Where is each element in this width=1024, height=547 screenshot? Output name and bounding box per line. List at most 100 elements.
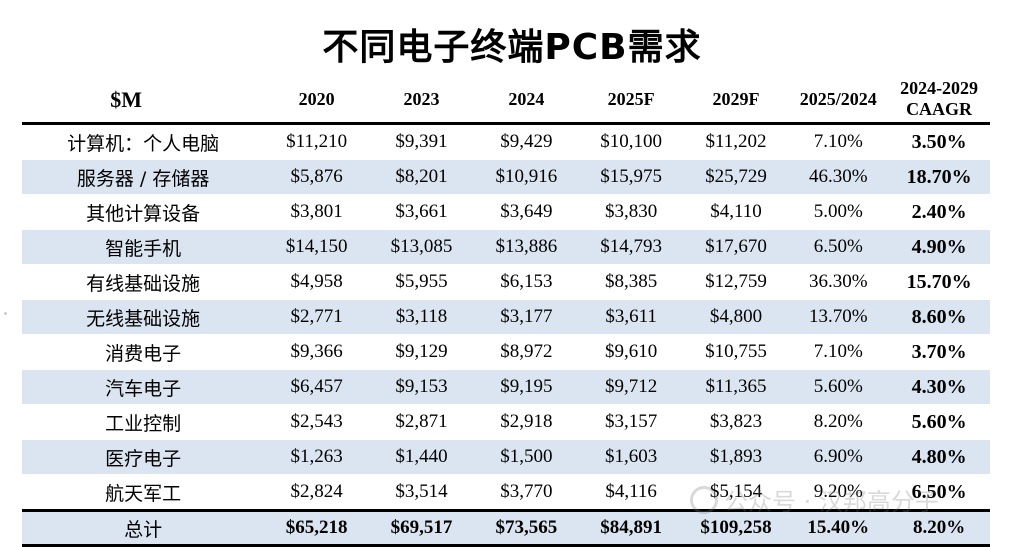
row-label: 航天军工 bbox=[105, 482, 182, 505]
value-cell: $3,661 bbox=[395, 201, 448, 222]
header-cell: 2025F bbox=[607, 88, 655, 109]
row-label: 医疗电子 bbox=[22, 439, 265, 475]
value-cell: $3,801 bbox=[290, 201, 343, 222]
cagr-cell: 4.90% bbox=[888, 229, 990, 265]
cagr-cell: 4.30% bbox=[888, 369, 990, 405]
value-cell: $3,830 bbox=[605, 201, 658, 222]
value-cell: $14,150 bbox=[264, 229, 370, 265]
value-cell: $13,085 bbox=[369, 229, 474, 265]
stray-dot bbox=[4, 312, 7, 315]
table-row: 智能手机 $14,150 $13,085 $13,886 $14,793 $17,670 6… bbox=[22, 229, 990, 265]
value-cell: $25,729 bbox=[683, 159, 789, 195]
value-cell: $1,893 bbox=[683, 439, 789, 475]
value-cell: $4,116 bbox=[605, 481, 657, 502]
row-label: 服务器 / 存储器 bbox=[22, 159, 265, 195]
value-cell: $5,154 bbox=[709, 481, 763, 502]
table-row: 工业控制 $2,543 $2,871 $2,918 $3,157 $3,823 8.20% 5… bbox=[22, 404, 990, 440]
value-cell: $10,100 bbox=[600, 131, 663, 152]
value-cell: $2,871 bbox=[395, 411, 448, 432]
table-title: 不同电子终端PCB需求 bbox=[322, 27, 702, 68]
value-cell: 13.70% bbox=[788, 299, 889, 335]
value-cell: $1,603 bbox=[578, 439, 684, 475]
value-cell: 46.30% bbox=[788, 159, 889, 195]
value-cell: $1,500 bbox=[473, 439, 579, 475]
value-cell: $5,876 bbox=[264, 159, 370, 195]
watermark-text: 公众号 · 汉邦高分子 bbox=[724, 488, 939, 516]
value-cell: $9,153 bbox=[369, 369, 474, 405]
value-cell: 8.20% bbox=[813, 411, 863, 432]
value-cell: 5.60% bbox=[788, 369, 889, 405]
value-cell: $3,157 bbox=[605, 411, 658, 432]
value-cell: 7.10% bbox=[813, 131, 863, 152]
value-cell: $12,759 bbox=[705, 271, 767, 292]
value-cell: $9,129 bbox=[395, 341, 448, 362]
value-cell: $2,918 bbox=[500, 411, 553, 432]
header-cell: 2024-2029 CAAGR bbox=[900, 78, 979, 119]
value-cell: $4,800 bbox=[683, 299, 789, 335]
header-cell: 2020 bbox=[298, 88, 335, 109]
row-label: 其他计算设备 bbox=[86, 202, 201, 225]
header-cell: 2025/2024 bbox=[799, 88, 877, 109]
total-value-cell: $69,517 bbox=[369, 510, 474, 546]
row-label: 智能手机 bbox=[22, 229, 265, 265]
watermark: 公众号 · 汉邦高分子 bbox=[690, 482, 939, 517]
row-label: 消费电子 bbox=[105, 342, 182, 365]
value-cell: $1,263 bbox=[264, 439, 370, 475]
table-row: 航天军工 $2,824 $3,514 $3,770 $4,116 $5,154 9.20% 6… bbox=[22, 474, 990, 511]
value-cell: $11,202 bbox=[705, 131, 767, 152]
value-cell: $5,955 bbox=[395, 271, 448, 292]
value-cell: $11,210 bbox=[286, 131, 348, 152]
header-label: $M bbox=[110, 86, 142, 112]
value-cell: $4,110 bbox=[710, 201, 762, 222]
value-cell: $3,118 bbox=[369, 299, 474, 335]
total-value-cell: $84,891 bbox=[578, 510, 684, 546]
value-cell: $3,649 bbox=[500, 201, 553, 222]
value-cell: $2,771 bbox=[264, 299, 370, 335]
value-cell: $9,391 bbox=[395, 131, 448, 152]
value-cell: 9.20% bbox=[813, 481, 863, 502]
table-row: 消费电子 $9,366 $9,129 $8,972 $9,610 $10,755 7.10%… bbox=[22, 334, 990, 370]
table-row: 有线基础设施 $4,958 $5,955 $6,153 $8,385 $12,759 36.… bbox=[22, 264, 990, 300]
value-cell: $8,972 bbox=[500, 341, 553, 362]
value-cell: $9,712 bbox=[578, 369, 684, 405]
value-cell: 6.90% bbox=[788, 439, 889, 475]
total-value-cell: $73,565 bbox=[473, 510, 579, 546]
cagr-cell: 5.60% bbox=[911, 410, 967, 433]
table-row: 汽车电子 $6,457 $9,153 $9,195 $9,712 $11,365 5.60%… bbox=[22, 369, 990, 405]
header-cell: 2029F bbox=[712, 88, 760, 109]
row-label: 汽车电子 bbox=[22, 369, 265, 405]
wechat-icon bbox=[690, 486, 718, 514]
value-cell: $15,975 bbox=[578, 159, 684, 195]
value-cell: $3,611 bbox=[578, 299, 684, 335]
row-label: 计算机：个人电脑 bbox=[67, 132, 220, 155]
table-row: 服务器 / 存储器 $5,876 $8,201 $10,916 $15,975 $25,7… bbox=[22, 159, 990, 195]
cagr-cell: 4.80% bbox=[888, 439, 990, 475]
value-cell: $2,824 bbox=[290, 481, 343, 502]
pcb-demand-table: $M 2020 2023 2024 2025F 2029F 2025/2024 2024-20… bbox=[22, 76, 990, 547]
cagr-cell: 6.50% bbox=[911, 480, 967, 503]
value-cell: $2,543 bbox=[290, 411, 343, 432]
value-cell: 6.50% bbox=[788, 229, 889, 265]
cagr-cell: 3.70% bbox=[911, 340, 967, 363]
value-cell: $6,153 bbox=[500, 271, 553, 292]
value-cell: $4,958 bbox=[290, 271, 343, 292]
table-row: 其他计算设备 $3,801 $3,661 $3,649 $3,830 $4,110 5.00… bbox=[22, 194, 990, 230]
value-cell: $6,457 bbox=[264, 369, 370, 405]
value-cell: $9,366 bbox=[290, 341, 343, 362]
header-row: $M 2020 2023 2024 2025F 2029F 2025/2024 2024-20… bbox=[22, 76, 990, 124]
header-cell: 2024 bbox=[508, 88, 545, 109]
table-row: 医疗电子 $1,263 $1,440 $1,500 $1,603 $1,893 6.90% 4… bbox=[22, 439, 990, 475]
value-cell: $3,770 bbox=[500, 481, 553, 502]
value-cell: $14,793 bbox=[578, 229, 684, 265]
cagr-cell: 18.70% bbox=[888, 159, 990, 195]
cagr-cell: 3.50% bbox=[911, 130, 967, 153]
table-row: 计算机：个人电脑 $11,210 $9,391 $9,429 $10,100 $11,20… bbox=[22, 123, 990, 160]
value-cell: $1,440 bbox=[369, 439, 474, 475]
value-cell: $8,385 bbox=[605, 271, 658, 292]
value-cell: $9,610 bbox=[605, 341, 658, 362]
total-label: 总计 bbox=[22, 510, 265, 546]
value-cell: $8,201 bbox=[369, 159, 474, 195]
value-cell: $17,670 bbox=[683, 229, 789, 265]
value-cell: $9,429 bbox=[500, 131, 553, 152]
cagr-cell: 15.70% bbox=[906, 270, 972, 293]
